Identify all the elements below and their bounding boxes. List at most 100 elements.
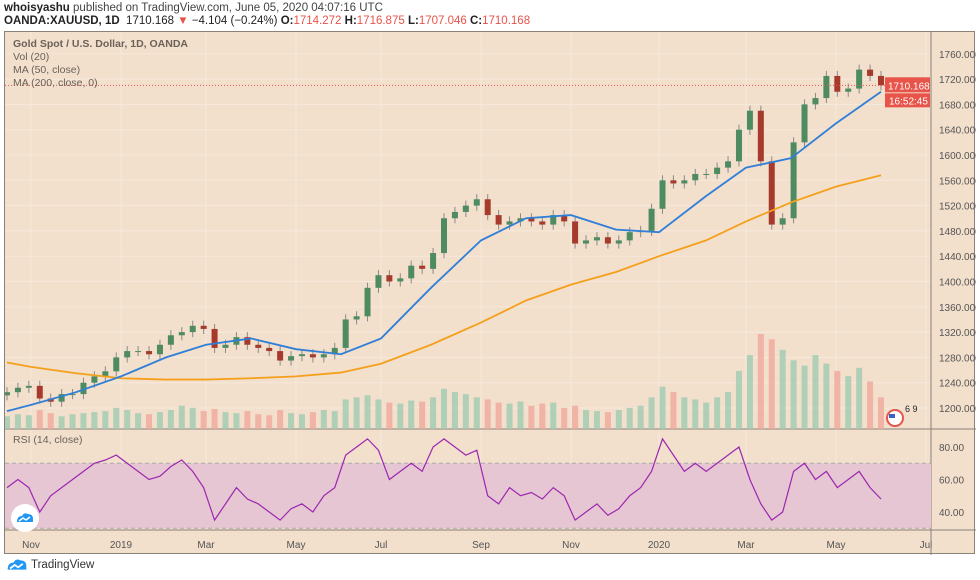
- volume-bar: [386, 402, 393, 429]
- candle: [528, 218, 535, 222]
- candle: [823, 75, 830, 99]
- candle: [517, 218, 524, 222]
- volume-bar: [593, 411, 600, 429]
- price-tick-label: 1720.000: [939, 75, 976, 86]
- brand-name: TradingView: [31, 559, 95, 571]
- candle: [419, 265, 426, 269]
- candle: [277, 351, 284, 361]
- high-label: H:: [344, 15, 357, 27]
- candle: [539, 221, 546, 225]
- candle: [255, 344, 262, 348]
- volume-bar: [124, 410, 131, 429]
- candle: [735, 129, 742, 162]
- volume-bar: [211, 408, 218, 429]
- volume-bar: [462, 394, 469, 429]
- open-value: 1714.272: [293, 15, 342, 27]
- volume-bar: [14, 414, 21, 429]
- price-tick-label: 1400.000: [939, 278, 976, 289]
- low-value: 1707.046: [418, 15, 467, 27]
- time-tick-label: Mar: [737, 540, 755, 551]
- ma50-line: [6, 91, 882, 413]
- volume-bar: [659, 386, 666, 429]
- volume-bar: [441, 388, 447, 429]
- legend-ma50[interactable]: MA (50, close): [13, 64, 81, 76]
- candle: [266, 347, 273, 352]
- candle: [692, 173, 699, 181]
- candle: [845, 88, 852, 92]
- countdown-label: 16:52:45: [889, 96, 928, 107]
- time-tick-label: Jul: [920, 540, 933, 551]
- candle: [189, 325, 196, 333]
- volume-bar: [113, 407, 120, 429]
- tradingview-logo[interactable]: TradingView: [6, 558, 94, 572]
- candle: [801, 104, 808, 143]
- time-tick-label: Jul: [375, 540, 388, 551]
- volume-bar: [473, 397, 480, 429]
- volume-bar: [5, 416, 10, 429]
- volume-bar: [80, 413, 87, 429]
- volume-bar: [25, 415, 32, 429]
- candle: [878, 75, 884, 86]
- candle: [102, 371, 109, 377]
- rsi-tick-label: 80.00: [939, 443, 964, 454]
- volume-bar: [146, 414, 153, 429]
- candle: [746, 110, 753, 130]
- last-price: 1710.168: [126, 15, 175, 27]
- time-tick-label: 2019: [110, 540, 133, 551]
- tradingview-logo-icon: [7, 559, 27, 570]
- candle: [561, 215, 568, 222]
- candle: [441, 218, 447, 254]
- candle: [222, 344, 229, 348]
- volume-bar: [648, 397, 655, 429]
- time-tick-label: Sep: [472, 540, 490, 551]
- chart-canvas[interactable]: 1200.000 1240.000 1280.000 1320.000 1360.000…: [5, 32, 976, 555]
- author[interactable]: whoisyashu: [4, 2, 70, 14]
- price-tick-label: 1760.000: [939, 50, 976, 61]
- chart-frame[interactable]: 1200.000 1240.000 1280.000 1320.000 1360.000…: [4, 31, 976, 555]
- last-price-label: 1710.168: [888, 81, 930, 92]
- time-tick-label: Nov: [22, 540, 40, 551]
- candle: [80, 382, 87, 395]
- volume-bar: [69, 414, 76, 429]
- price-tick-label: 1200.000: [939, 404, 976, 415]
- candle: [135, 351, 142, 353]
- volume-bar: [834, 370, 841, 429]
- legend: Gold Spot / U.S. Dollar, 1D, OANDA Vol (…: [13, 38, 188, 90]
- price-tick-label: 1640.000: [939, 126, 976, 137]
- volume-bar: [255, 414, 262, 429]
- volume-bar: [135, 413, 142, 429]
- volume-bar: [189, 407, 196, 429]
- volume-bar: [801, 365, 808, 429]
- volume-bar: [178, 405, 185, 429]
- price-tick-label: 1520.000: [939, 202, 976, 213]
- volume-bar: [419, 401, 426, 429]
- candle: [506, 221, 513, 225]
- time-tick-label: Nov: [562, 540, 580, 551]
- volume-bar: [572, 405, 579, 429]
- price-tick-label: 1320.000: [939, 328, 976, 339]
- candle: [615, 240, 622, 244]
- legend-rsi[interactable]: RSI (14, close): [13, 434, 83, 446]
- event-badge-label: 6 9: [905, 404, 918, 414]
- legend-ma200[interactable]: MA (200, close, 0): [13, 77, 98, 89]
- candle: [670, 180, 677, 184]
- legend-volume[interactable]: Vol (20): [13, 51, 50, 63]
- high-value: 1716.875: [356, 15, 405, 27]
- volume-bar: [102, 411, 109, 429]
- last-price-tag: [885, 77, 930, 93]
- candle: [342, 319, 349, 348]
- ma200-line: [6, 174, 882, 381]
- candle: [834, 75, 841, 92]
- volume-bar: [670, 392, 677, 429]
- volume-bar: [735, 370, 742, 429]
- volume-bar: [47, 413, 54, 429]
- candle: [5, 392, 10, 396]
- low-label: L:: [407, 15, 419, 27]
- volume-bar: [364, 395, 371, 429]
- candle: [604, 237, 611, 244]
- candle: [364, 287, 371, 317]
- volume-bar: [331, 411, 338, 429]
- candle: [583, 240, 590, 244]
- candle: [36, 385, 43, 399]
- candle: [812, 98, 819, 105]
